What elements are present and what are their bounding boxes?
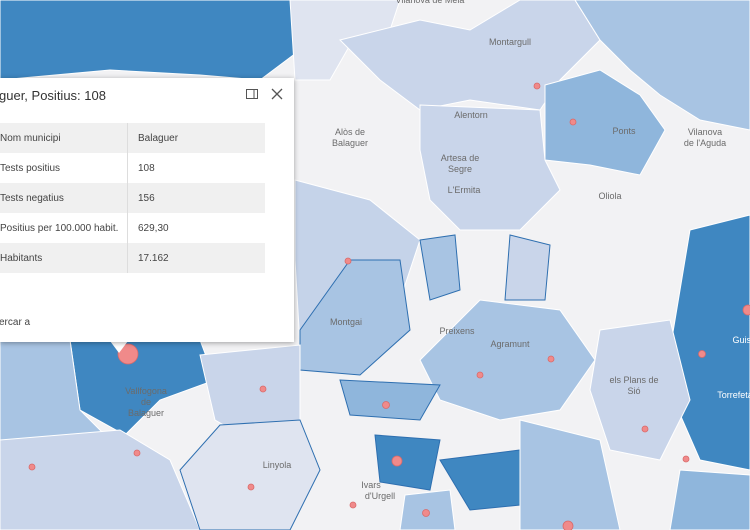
marker (391, 455, 403, 467)
popup-footer[interactable]: ercar a (0, 317, 31, 328)
region (339, 0, 601, 111)
region (374, 434, 441, 491)
region (419, 299, 596, 421)
field-value: 156 (127, 183, 265, 213)
field-name: Tests negatius (0, 183, 128, 213)
table-row: Positius per 100.000 habit. 629,30 (0, 213, 265, 243)
place-label: Alòs de (335, 127, 365, 137)
table-row: Habitants 17.162 (0, 243, 265, 273)
close-button[interactable] (270, 87, 284, 101)
place-label: els Plans de (609, 375, 658, 385)
marker (344, 257, 352, 265)
place-label: Agramunt (490, 339, 530, 349)
field-value: 629,30 (127, 213, 265, 243)
region (339, 379, 441, 421)
region (419, 104, 561, 231)
marker (476, 371, 484, 379)
marker (382, 401, 390, 409)
marker (349, 501, 357, 509)
region (0, 0, 306, 81)
region (504, 234, 551, 301)
field-name: Habitants (0, 243, 128, 273)
field-name: Tests positius (0, 162, 61, 174)
marker (698, 350, 706, 358)
table-row: Tests negatius 156 (0, 183, 265, 213)
region (669, 469, 750, 530)
place-label: Preixens (439, 326, 475, 336)
place-label: L'Ermita (448, 185, 481, 195)
place-label: Montgai (330, 317, 362, 327)
field-name: Nom municipi (0, 123, 128, 153)
region (589, 319, 691, 461)
marker (569, 118, 577, 126)
marker (422, 509, 430, 517)
place-label: Vilanova (688, 127, 722, 137)
field-value: 108 (127, 153, 265, 183)
region (0, 429, 201, 530)
region (574, 0, 750, 131)
place-label: Torrefeta (717, 390, 750, 400)
field-name: Positius per 100.000 habit. (0, 222, 119, 234)
place-label: Ponts (612, 126, 636, 136)
marker (247, 483, 255, 491)
place-label: Segre (448, 164, 472, 174)
dock-button[interactable] (245, 87, 259, 101)
region (544, 69, 666, 176)
place-label: de (141, 397, 151, 407)
place-label: Ivars (361, 480, 381, 490)
place-label: Sió (627, 386, 640, 396)
marker (133, 449, 141, 457)
marker (682, 455, 690, 463)
marker (259, 385, 267, 393)
place-label: Vallfogona (125, 386, 167, 396)
attribute-table: Nom municipi Balaguer Tests positius 108 Tes… (0, 123, 265, 273)
place-label: Guiss (732, 335, 750, 345)
marker (742, 304, 750, 316)
region (519, 419, 621, 530)
popup-title: guer, Positius: 108 (0, 88, 106, 103)
marker (641, 425, 649, 433)
marker (28, 463, 36, 471)
marker (547, 355, 555, 363)
place-label: Balaguer (332, 138, 368, 148)
popup: guer, Positius: 108 Nom municipi Balaguer… (0, 78, 294, 342)
region (419, 234, 461, 301)
popup-pointer (110, 341, 128, 353)
place-label: Vilanova de Meià (396, 0, 465, 5)
place-label: Montargull (489, 37, 531, 47)
region (179, 419, 321, 530)
place-label: d'Urgell (365, 491, 395, 501)
field-value: Balaguer (127, 123, 265, 153)
place-label: Alentorn (454, 110, 488, 120)
table-row: Nom municipi Balaguer (0, 123, 265, 153)
place-label: Linyola (263, 460, 292, 470)
marker (562, 520, 574, 530)
table-row: Tests positius 108 (0, 153, 265, 183)
field-value: 17.162 (127, 243, 265, 273)
marker (533, 82, 541, 90)
place-label: Artesa de (441, 153, 480, 163)
place-label: de l'Aguda (684, 138, 726, 148)
place-label: Balaguer (128, 408, 164, 418)
place-label: Oliola (598, 191, 621, 201)
